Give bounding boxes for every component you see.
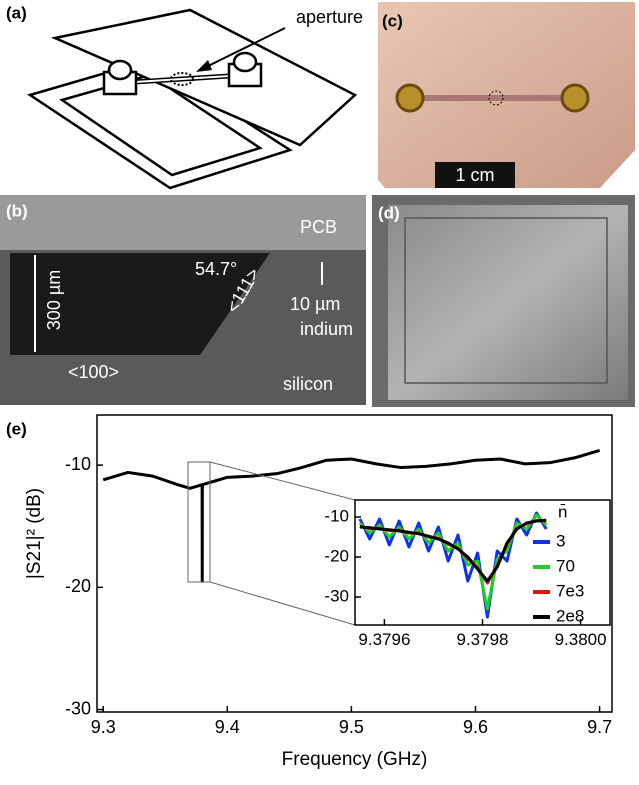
connector xyxy=(397,85,423,111)
annotation: <100> xyxy=(68,362,119,382)
x-tick-label: 9.7 xyxy=(587,717,612,737)
panel-c xyxy=(378,2,635,188)
panel-a xyxy=(30,10,355,188)
scale-label: 1 cm xyxy=(455,165,494,185)
y-tick-label: -30 xyxy=(324,586,349,605)
x-tick-label: 9.3800 xyxy=(555,630,607,649)
x-tick-label: 9.5 xyxy=(339,717,364,737)
panel-label: (b) xyxy=(6,201,28,220)
annotation: 54.7° xyxy=(195,259,237,279)
plate xyxy=(388,205,628,400)
panel-label: (a) xyxy=(6,3,27,22)
panel-label: (e) xyxy=(6,419,27,438)
connector xyxy=(562,85,588,111)
connector-top xyxy=(234,53,256,71)
annotation: silicon xyxy=(283,374,333,394)
panel-d xyxy=(372,195,635,407)
annotation: 300 µm xyxy=(44,270,64,330)
annotation: indium xyxy=(300,319,353,339)
panel-label: (d) xyxy=(378,203,400,222)
page: (a) aperture (c) 1 cm (b) PCB 300 µm 54.… xyxy=(0,0,639,785)
x-tick-label: 9.6 xyxy=(463,717,488,737)
annotation: PCB xyxy=(300,217,337,237)
x-tick-label: 9.3796 xyxy=(358,630,410,649)
x-tick-label: 9.4 xyxy=(215,717,240,737)
y-tick-label: -20 xyxy=(324,546,349,565)
legend-label: 2e8 xyxy=(556,606,584,625)
panel-label: (c) xyxy=(382,11,403,30)
x-tick-label: 9.3 xyxy=(91,717,116,737)
x-tick-label: 9.3798 xyxy=(457,630,509,649)
y-tick-label: -30 xyxy=(65,698,91,718)
legend-title: n̄ xyxy=(558,502,567,521)
legend-label: 7e3 xyxy=(556,581,584,600)
y-tick-label: -10 xyxy=(65,454,91,474)
annotation: 10 µm xyxy=(290,294,340,314)
y-tick-label: -20 xyxy=(65,576,91,596)
x-axis-label: Frequency (GHz) xyxy=(282,749,428,770)
connector-top xyxy=(109,61,131,79)
annotation: aperture xyxy=(296,7,363,27)
legend-label: 70 xyxy=(556,556,575,575)
y-axis-label: |S21|² (dB) xyxy=(24,488,45,579)
y-tick-label: -10 xyxy=(324,506,349,525)
legend-label: 3 xyxy=(556,531,565,550)
figure: (a) aperture (c) 1 cm (b) PCB 300 µm 54.… xyxy=(0,0,639,785)
